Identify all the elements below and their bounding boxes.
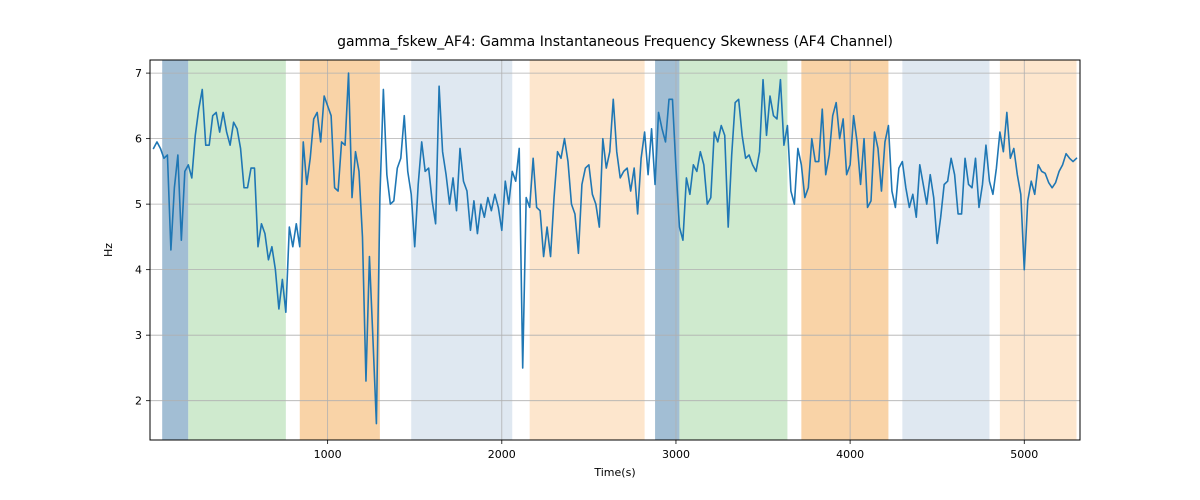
y-tick-label: 6 bbox=[135, 133, 142, 146]
interval-band bbox=[411, 60, 512, 440]
x-tick-label: 2000 bbox=[488, 448, 516, 461]
line-chart: 1000 2000 3000 4000 5000 2 3 4 5 6 7 gamma_fskew_… bbox=[0, 0, 1200, 500]
interval-band bbox=[530, 60, 645, 440]
x-tick-label: 4000 bbox=[836, 448, 864, 461]
y-axis-label: Hz bbox=[102, 243, 115, 257]
interval-bands bbox=[162, 60, 1076, 440]
chart-title: gamma_fskew_AF4: Gamma Instantaneous Fre… bbox=[337, 34, 893, 50]
interval-band bbox=[1000, 60, 1077, 440]
x-tick-label: 3000 bbox=[662, 448, 690, 461]
interval-band bbox=[801, 60, 888, 440]
y-ticks: 2 3 4 5 6 7 bbox=[135, 67, 150, 408]
x-ticks: 1000 2000 3000 4000 5000 bbox=[314, 440, 1039, 461]
y-tick-label: 2 bbox=[135, 395, 142, 408]
interval-band bbox=[300, 60, 380, 440]
x-tick-label: 5000 bbox=[1010, 448, 1038, 461]
y-tick-label: 5 bbox=[135, 198, 142, 211]
y-tick-label: 3 bbox=[135, 329, 142, 342]
y-tick-label: 7 bbox=[135, 67, 142, 80]
chart-container: 1000 2000 3000 4000 5000 2 3 4 5 6 7 gamma_fskew_… bbox=[0, 0, 1200, 500]
interval-band bbox=[162, 60, 188, 440]
x-tick-label: 1000 bbox=[314, 448, 342, 461]
x-axis-label: Time(s) bbox=[593, 466, 635, 479]
y-tick-label: 4 bbox=[135, 264, 142, 277]
interval-band bbox=[902, 60, 989, 440]
